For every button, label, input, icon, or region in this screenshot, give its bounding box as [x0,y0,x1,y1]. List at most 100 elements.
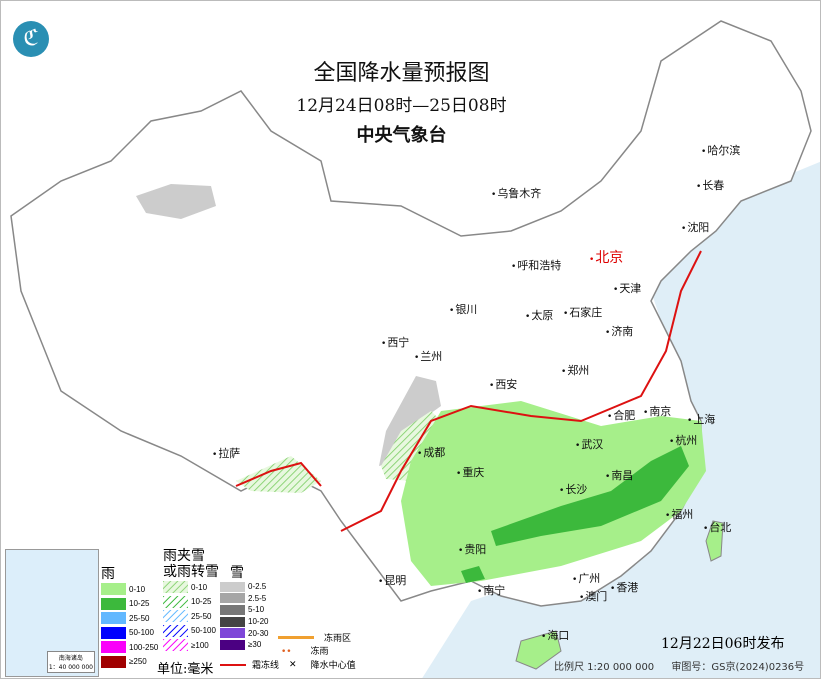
frost-line-icon [220,663,246,666]
legend-label: 10-20 [248,617,269,627]
city-label: 南昌 [605,467,633,483]
map-title: 全国降水量预报图 [313,61,490,86]
legend-label: ≥30 [248,640,262,650]
swatch [101,641,126,654]
swatch [163,581,188,594]
city-label: 广州 [572,570,600,586]
legend-label: 霜冻线 [252,661,280,671]
map-scale: 比例尺 1:20 000 000 [554,662,655,673]
swatch [220,639,245,650]
legend-label: 冻雨区 [324,634,352,644]
legend-label: 0-10 [191,582,208,592]
legend-label: 0-10 [129,584,146,594]
city-label: 上海 [687,411,715,427]
frost-line [340,250,702,532]
legend-rain-title: 雨 [101,566,115,582]
legend-freezing-rain: •• 冻雨 [281,644,329,657]
map-approval-number: 审图号：GS京(2024)0236号 [671,662,805,673]
city-label: 台北 [703,519,731,535]
city-label: 太原 [525,307,553,323]
city-label: 重庆 [456,464,484,480]
legend-label: 25-50 [129,613,150,623]
city-label: 拉萨 [212,445,240,461]
city-label: 乌鲁木齐 [491,185,541,201]
city-label-capital: 北京 [589,247,623,267]
legend-label: 10-25 [191,597,212,607]
rain-0-10 [401,401,706,586]
swatch [220,581,245,592]
city-label: 银川 [449,301,477,317]
swatch [220,616,245,627]
swatch [220,593,245,604]
cma-logo: ℭ [13,21,49,57]
forecast-period: 12月24日08时—25日08时 [296,96,507,116]
legend-label: 冻雨 [310,647,329,657]
city-label: 长春 [696,177,724,193]
south-china-sea-inset: 南海诸岛 1：40 000 000 [5,549,99,677]
city-label: 南宁 [477,582,505,598]
legend-unit: 单位:毫米 [157,662,214,677]
issued-time: 12月22日06时发布 [661,636,785,652]
city-label: 香港 [610,579,638,595]
inset-scale: 1：40 000 000 [48,664,93,671]
legend-label: 降水中心值 [310,661,356,671]
city-label: 郑州 [561,362,589,378]
city-label: 济南 [605,323,633,339]
legend-rain: 雨 0-10 10-25 25-50 50-100 100-250 ≥250 [101,566,158,669]
city-label: 合肥 [607,407,635,423]
swatch [101,612,126,625]
swatch [101,597,126,610]
cross-icon: ✕ [289,659,297,670]
legend-sleet-subtitle: 或雨转雪 [163,564,219,580]
rain-10-25-nanning [461,566,485,583]
swatch [163,624,188,637]
swatch [101,583,126,596]
city-label: 贵阳 [458,541,486,557]
city-label: 海口 [541,627,569,643]
snow-urumqi [136,184,216,219]
inset-title: 南海诸岛 [58,655,83,662]
legend-label: 25-50 [191,611,212,621]
city-label: 昆明 [378,572,406,588]
agency: 中央气象台 [356,125,447,146]
legend-frost-line: 霜冻线 ✕ 降水中心值 [220,658,356,671]
sleet-tibet [236,456,321,493]
legend-label: 20-30 [248,628,269,638]
legend-label: 50-100 [129,628,154,638]
legend-label: 5-10 [248,605,265,615]
freezing-rain-dots-icon: •• [281,647,292,657]
legend-snow: 雪 0-2.5 2.5-5 5-10 10-20 20-30 ≥30 [220,565,268,651]
legend-label: 10-25 [129,599,150,609]
city-label: 澳门 [579,588,607,604]
city-label: 沈阳 [681,219,709,235]
legend-label: 50-100 [191,626,216,636]
city-label: 西安 [489,376,517,392]
city-label: 福州 [665,506,693,522]
city-label: 哈尔滨 [701,142,740,158]
city-label: 杭州 [669,432,697,448]
swatch [163,595,188,608]
swatch [220,604,245,615]
swatch [163,639,188,652]
city-label: 南京 [643,403,671,419]
rain-10-25 [491,446,689,546]
city-label: 成都 [417,444,445,460]
swatch [220,628,245,639]
legend-label: 100-250 [129,642,159,652]
legend-sleet: 雨夹雪 或雨转雪 0-10 10-25 25-50 50-100 ≥100 [163,548,219,653]
legend-label: ≥250 [129,657,147,667]
legend-freezing-rain-area: 冻雨区 [278,631,351,644]
city-label: 兰州 [414,348,442,364]
legend-label: ≥100 [191,640,209,650]
frost-line-tibet [235,461,322,487]
legend-label: 2.5-5 [248,593,267,603]
city-label: 西宁 [381,334,409,350]
city-label: 天津 [613,280,641,296]
legend-sleet-title: 雨夹雪 [163,548,205,564]
city-label: 武汉 [575,436,603,452]
city-label: 呼和浩特 [511,257,561,273]
swatch [101,626,126,639]
footer: 比例尺 1:20 000 000 审图号：GS京(2024)0236号 [554,658,818,673]
